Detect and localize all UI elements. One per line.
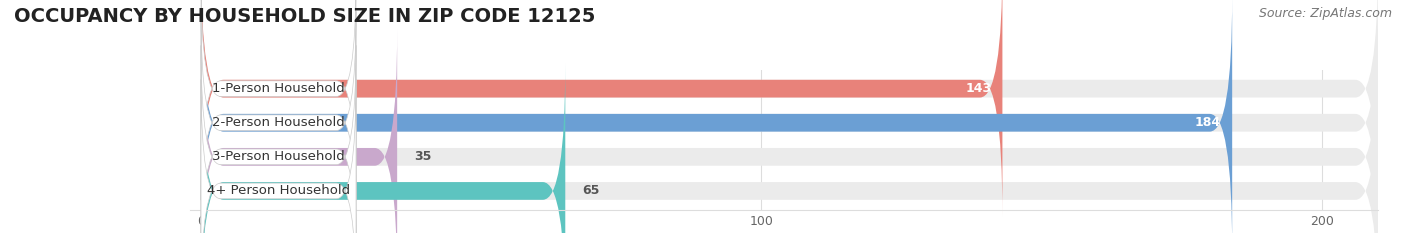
FancyBboxPatch shape [201, 79, 356, 233]
Text: 65: 65 [582, 185, 599, 197]
FancyBboxPatch shape [201, 0, 1378, 216]
FancyBboxPatch shape [201, 63, 1378, 233]
FancyBboxPatch shape [201, 0, 1002, 216]
Text: 2-Person Household: 2-Person Household [212, 116, 344, 129]
Text: 143: 143 [965, 82, 991, 95]
Text: OCCUPANCY BY HOUSEHOLD SIZE IN ZIP CODE 12125: OCCUPANCY BY HOUSEHOLD SIZE IN ZIP CODE … [14, 7, 595, 26]
FancyBboxPatch shape [201, 0, 1378, 233]
FancyBboxPatch shape [201, 0, 356, 200]
Text: 3-Person Household: 3-Person Household [212, 150, 344, 163]
FancyBboxPatch shape [201, 29, 1378, 233]
Text: Source: ZipAtlas.com: Source: ZipAtlas.com [1258, 7, 1392, 20]
Text: 4+ Person Household: 4+ Person Household [207, 185, 350, 197]
Text: 184: 184 [1195, 116, 1220, 129]
Text: 35: 35 [413, 150, 432, 163]
FancyBboxPatch shape [201, 63, 565, 233]
FancyBboxPatch shape [201, 0, 1232, 233]
FancyBboxPatch shape [201, 45, 356, 233]
FancyBboxPatch shape [201, 11, 356, 233]
FancyBboxPatch shape [201, 29, 396, 233]
Text: 1-Person Household: 1-Person Household [212, 82, 344, 95]
